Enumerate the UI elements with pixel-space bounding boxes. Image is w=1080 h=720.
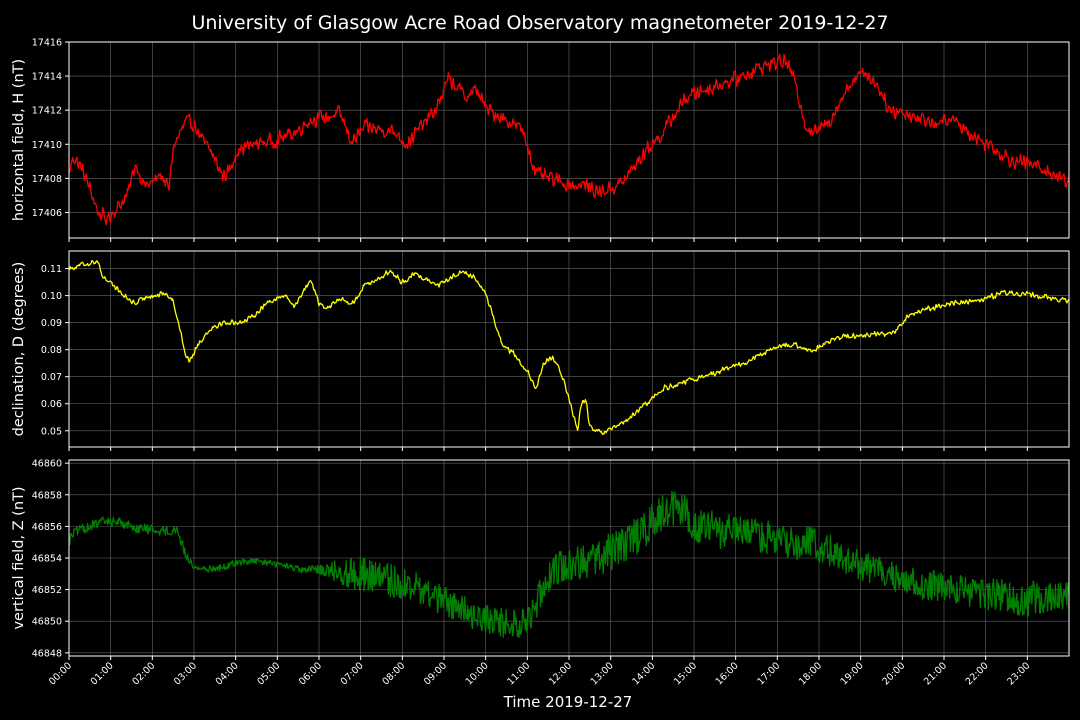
chart-title: University of Glasgow Acre Road Observat… xyxy=(191,12,888,34)
y-tick-label: 0.11 xyxy=(41,264,62,275)
y-tick-label: 46850 xyxy=(32,617,62,628)
y-tick-label: 17408 xyxy=(32,174,62,185)
y-tick-label: 46848 xyxy=(32,648,62,659)
y-tick-label: 46852 xyxy=(32,585,62,596)
y-tick-label: 46860 xyxy=(32,459,62,470)
y-tick-label: 0.05 xyxy=(41,426,62,437)
y-tick-label: 46858 xyxy=(32,490,62,501)
axes-frame xyxy=(68,459,1070,657)
y-tick-label: 0.07 xyxy=(41,372,62,383)
axes-frame xyxy=(68,41,1070,239)
panel-d: 0.05 0.06 0.07 0.08 0.09 0.10 0.11 declination,… xyxy=(11,250,1070,451)
y-tick-label: 0.08 xyxy=(41,345,62,356)
panel-h: 17406 17408 17410 17412 17414 17416 horizontal… xyxy=(11,38,1070,242)
y-tick-label: 17414 xyxy=(32,72,62,83)
y-tick-label: 17406 xyxy=(32,208,62,219)
series-line-z xyxy=(68,490,1070,638)
y-axis-label: declination, D (degrees) xyxy=(11,262,27,437)
y-tick-label: 17416 xyxy=(32,38,62,49)
y-tick-label: 17410 xyxy=(32,140,62,151)
y-tick-label: 0.06 xyxy=(41,399,62,410)
axes-frame xyxy=(68,250,1070,448)
y-tick-label: 0.10 xyxy=(41,291,62,302)
y-tick-label: 0.09 xyxy=(41,318,62,329)
y-axis-label: vertical field, Z (nT) xyxy=(11,486,27,629)
y-tick-label: 46856 xyxy=(32,522,62,533)
x-axis-label: Time 2019-12-27 xyxy=(503,693,633,711)
y-tick-label: 46854 xyxy=(32,554,62,565)
series-line-d xyxy=(68,259,1070,435)
series-line-h xyxy=(68,53,1070,226)
y-axis-label: horizontal field, H (nT) xyxy=(11,59,27,221)
y-tick-label: 17412 xyxy=(32,106,62,117)
